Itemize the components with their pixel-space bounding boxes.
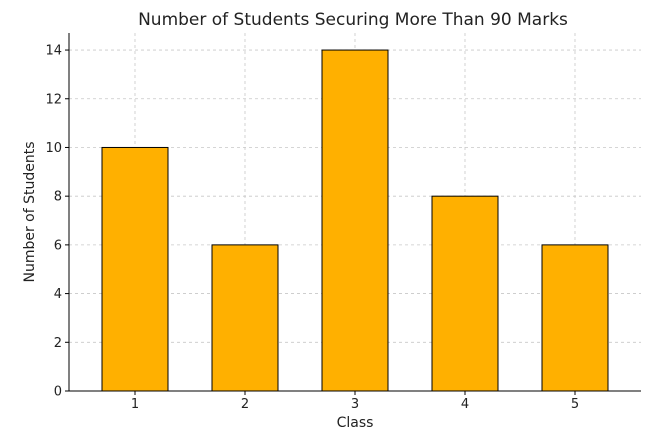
y-tick-label: 6 [54,238,62,253]
y-tick-label: 4 [54,287,62,302]
x-tick-label: 4 [461,397,469,412]
x-tick-label: 3 [351,397,359,412]
x-tick-label: 1 [131,397,139,412]
y-tick-label: 0 [54,385,62,400]
y-axis-title: Number of Students [22,141,38,282]
y-axis-ticks: 0 2 4 6 8 10 12 14 [45,44,69,400]
x-tick-label: 5 [571,397,579,412]
x-axis-title: Class [337,415,374,431]
x-tick-label: 2 [241,397,249,412]
bars [101,49,609,392]
bar-class-1 [101,146,169,392]
bar-class-5 [541,244,609,392]
y-tick-label: 14 [45,44,62,59]
bar-class-2 [211,244,279,392]
bar-class-4 [431,195,499,392]
chart-title: Number of Students Securing More Than 90… [138,10,568,30]
y-tick-label: 8 [54,190,62,205]
y-tick-label: 2 [54,336,62,351]
y-tick-label: 12 [45,92,62,107]
x-axis-ticks: 1 2 3 4 5 [131,391,579,412]
bar-class-3 [321,49,389,392]
y-tick-label: 10 [45,141,62,156]
